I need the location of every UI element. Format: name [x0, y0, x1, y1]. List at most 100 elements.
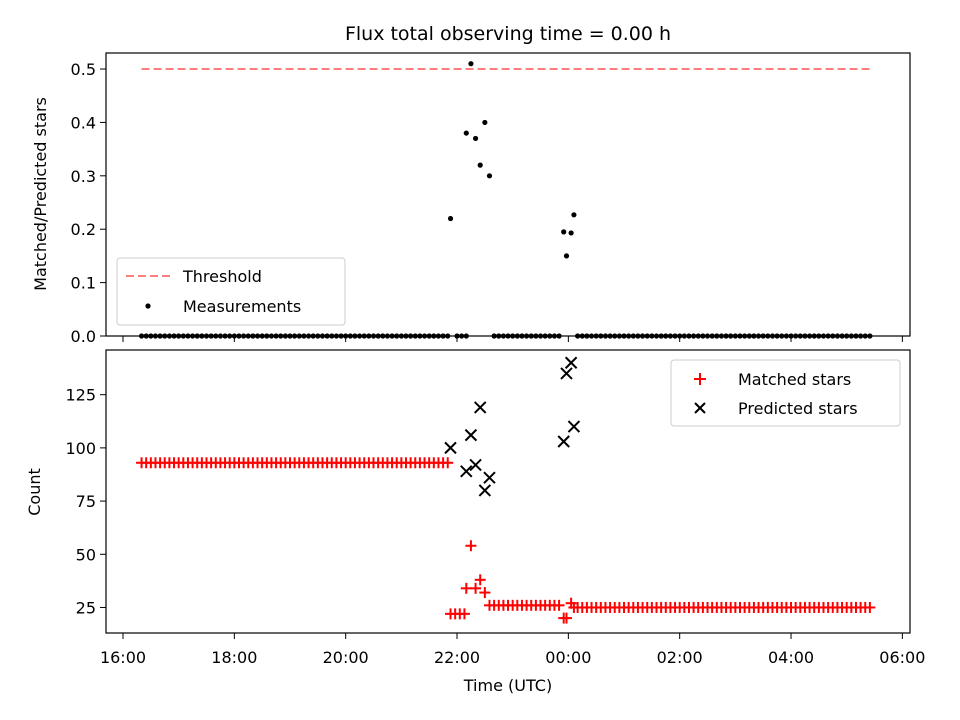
measurement-point — [426, 333, 432, 339]
measurement-point — [380, 333, 386, 339]
top-legend-box — [116, 257, 346, 326]
measurement-point — [435, 333, 442, 339]
measurement-point — [797, 333, 803, 339]
measurement-point — [282, 333, 288, 339]
measurement-point — [793, 333, 799, 339]
measurement-point — [514, 333, 520, 339]
measurement-point — [830, 333, 836, 339]
measurement-point — [568, 230, 574, 236]
x-tick-label: 18:00 — [211, 648, 257, 667]
measurement-point — [658, 333, 664, 339]
measurement-point — [370, 333, 377, 339]
measurement-point — [482, 119, 488, 126]
measurement-point — [523, 333, 530, 339]
measurement-point — [472, 135, 479, 142]
measurement-point — [635, 333, 641, 339]
measurement-point — [268, 333, 275, 339]
measurement-point — [259, 333, 265, 339]
measurement-point — [755, 333, 762, 339]
measurement-point — [612, 333, 618, 339]
bottom-legend: Matched stars Predicted stars — [670, 359, 901, 427]
matched-legend-label: Matched stars — [738, 370, 851, 389]
measurement-point — [774, 333, 780, 339]
measurement-point — [649, 333, 655, 339]
measurement-point — [575, 333, 581, 339]
measurement-point — [672, 333, 678, 339]
x-tick-label: 06:00 — [879, 648, 925, 667]
measurement-point — [245, 333, 251, 339]
measurement-point — [338, 333, 344, 339]
measurement-point — [398, 333, 404, 339]
measurement-point — [663, 333, 669, 339]
predicted-star-point — [469, 458, 482, 472]
measurement-point — [746, 333, 752, 339]
measurement-point — [602, 333, 609, 339]
measurement-point — [171, 333, 177, 339]
measurement-point — [528, 333, 534, 339]
measurement-point — [858, 333, 864, 339]
bottom-axes: 25 50 75 100 125 16:00 18:00 20:00 22:00 00:00 02:… — [65, 386, 925, 667]
predicted-legend-swatch — [694, 402, 706, 414]
measurement-point — [681, 333, 687, 339]
x-tick-label: 16:00 — [100, 648, 146, 667]
measurement-point — [732, 333, 738, 339]
measurement-point — [287, 333, 293, 339]
measurement-point — [180, 333, 186, 339]
predicted-star-point — [444, 441, 457, 455]
measurement-point — [315, 333, 321, 339]
measurement-point — [194, 333, 200, 339]
measurement-point — [301, 333, 307, 339]
x-tick-label: 20:00 — [323, 648, 369, 667]
measurement-point — [463, 333, 469, 339]
measurement-point — [324, 333, 330, 339]
measurement-point — [728, 333, 734, 339]
measurement-point — [203, 333, 210, 339]
chart-title: Flux total observing time = 0.00 h — [345, 23, 671, 45]
measurement-point — [700, 333, 706, 339]
x-tick-label: 04:00 — [768, 648, 814, 667]
bottom-plot-marks — [136, 356, 876, 624]
measurement-point — [551, 333, 558, 339]
measurement-point — [820, 333, 827, 339]
measurement-point — [347, 333, 353, 339]
bottom-y-tick-label: 75 — [76, 492, 96, 511]
measurement-point — [250, 333, 256, 339]
measurement-point — [616, 333, 622, 339]
measurement-point — [241, 333, 247, 339]
matched-star-point — [864, 601, 876, 613]
measurement-point — [143, 333, 149, 339]
measurement-point — [356, 333, 363, 339]
measurement-point — [310, 333, 316, 339]
measurement-point — [853, 333, 859, 339]
measurement-point — [644, 333, 650, 339]
top-axes: 0.0 0.1 0.2 0.3 0.4 0.5 — [71, 60, 903, 346]
measurement-point — [742, 333, 748, 339]
measurement-point — [588, 333, 595, 339]
measurement-point — [278, 333, 284, 339]
measurement-point — [751, 333, 757, 339]
measurement-point — [779, 333, 785, 339]
measurement-point — [848, 333, 854, 339]
measurement-point — [723, 333, 729, 339]
measurements-legend-label: Measurements — [183, 297, 301, 316]
predicted-star-point — [464, 428, 478, 442]
threshold-legend-label: Threshold — [182, 267, 262, 286]
predicted-star-point — [478, 484, 492, 497]
measurement-point — [844, 333, 850, 339]
measurement-point — [571, 212, 577, 218]
measurement-point — [825, 333, 831, 339]
measurement-point — [254, 333, 261, 339]
measurement-point — [510, 333, 516, 339]
measurement-point — [440, 333, 446, 339]
predicted-star-point — [560, 367, 573, 380]
top-legend: Threshold Measurements — [116, 257, 346, 326]
matched-star-point — [458, 608, 470, 620]
top-y-tick-label: 0.2 — [71, 220, 96, 239]
measurement-point — [185, 333, 191, 339]
predicted-star-point — [483, 471, 496, 484]
measurement-point — [691, 333, 697, 339]
measurement-point — [500, 333, 507, 339]
measurement-point — [236, 333, 242, 339]
measurement-point — [704, 333, 711, 339]
measurement-point — [431, 333, 437, 339]
